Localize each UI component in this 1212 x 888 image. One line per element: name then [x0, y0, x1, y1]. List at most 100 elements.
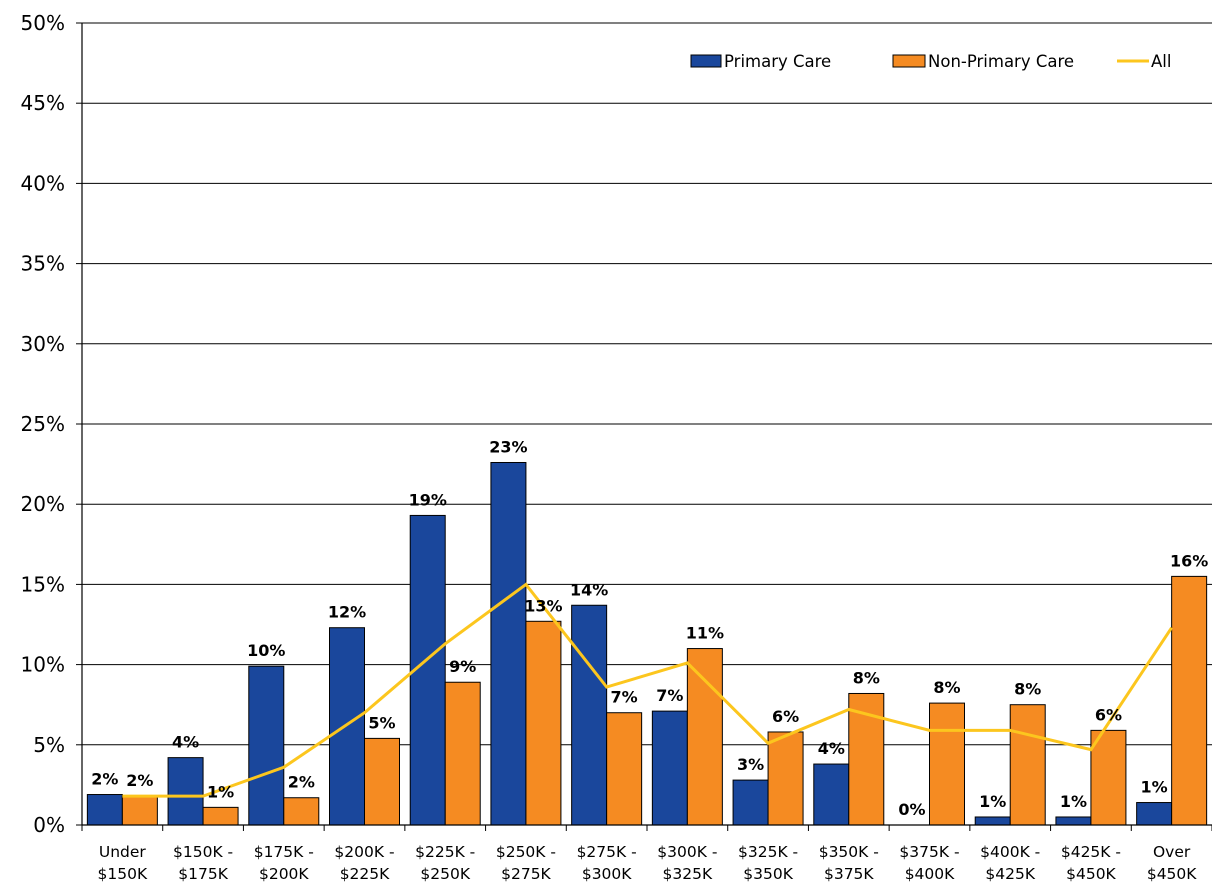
- bar-primary-care: [974, 816, 1011, 826]
- x-category-label: $150K -: [173, 843, 233, 861]
- bar-primary-care: [167, 757, 204, 826]
- data-label-non-primary-care: 16%: [1170, 551, 1208, 570]
- data-label-primary-care: 1%: [979, 792, 1006, 811]
- x-category-label: $325K -: [738, 843, 798, 861]
- data-label-primary-care: 14%: [570, 580, 608, 599]
- axes: [76, 22, 1212, 831]
- bar-primary-care: [813, 763, 850, 826]
- x-category-label: $300K -: [657, 843, 717, 861]
- x-category-label: $375K: [824, 865, 874, 883]
- data-label-primary-care: 3%: [737, 755, 764, 774]
- x-axis-tick-labels: Under $150K $150K - $175K $175K - $200K $200K …: [98, 843, 1198, 883]
- x-category-label: $300K: [582, 865, 632, 883]
- x-category-label: $350K: [743, 865, 793, 883]
- x-category-label: $250K -: [496, 843, 556, 861]
- y-tick-label: 20%: [21, 492, 65, 516]
- x-category-label: $450K: [1066, 865, 1116, 883]
- x-category-label: $275K -: [577, 843, 637, 861]
- data-label-non-primary-care: 7%: [611, 688, 638, 707]
- data-label-non-primary-care: 5%: [368, 713, 395, 732]
- y-tick-label: 0%: [33, 813, 65, 837]
- bar-non-primary-care: [1171, 575, 1208, 826]
- bar-non-primary-care: [686, 648, 723, 826]
- x-category-label: $225K -: [415, 843, 475, 861]
- legend: Primary Care Non-Primary Care All: [690, 52, 1171, 71]
- data-label-primary-care: 0%: [898, 800, 925, 819]
- bar-non-primary-care: [1090, 729, 1127, 826]
- x-category-label: $425K: [985, 865, 1035, 883]
- data-label-non-primary-care: 8%: [1014, 680, 1041, 699]
- line-all: [122, 582, 1173, 798]
- y-tick-label: 45%: [21, 91, 65, 115]
- x-category-label: Under: [99, 843, 147, 861]
- bar-non-primary-care: [767, 731, 804, 826]
- x-category-label: $425K -: [1061, 843, 1121, 861]
- data-label-primary-care: 1%: [1060, 792, 1087, 811]
- bar-primary-care: [1136, 802, 1173, 826]
- x-category-label: $350K -: [819, 843, 879, 861]
- data-label-primary-care: 2%: [91, 770, 118, 789]
- x-category-label: $200K: [259, 865, 309, 883]
- data-label-non-primary-care: 13%: [524, 596, 562, 615]
- data-label-non-primary-care: 2%: [288, 773, 315, 792]
- data-label-primary-care: 19%: [409, 490, 447, 509]
- data-label-primary-care: 7%: [656, 686, 683, 705]
- y-tick-label: 50%: [21, 11, 65, 35]
- data-label-non-primary-care: 6%: [772, 707, 799, 726]
- x-category-label: $450K: [1147, 865, 1197, 883]
- x-category-label: $225K: [340, 865, 390, 883]
- data-labels: 2% 2% 4% 1% 10% 2% 12% 5% 19% 9% 23% 13% 14% 7% 7% 11% 3…: [91, 437, 1208, 819]
- legend-label-all: All: [1151, 52, 1171, 71]
- data-label-non-primary-care: 2%: [126, 771, 153, 790]
- data-label-non-primary-care: 6%: [1095, 705, 1122, 724]
- legend-swatch-non-primary-care: [892, 54, 926, 68]
- y-axis-tick-labels: 0% 5% 10% 15% 20% 25% 30% 35% 40% 45% 50%: [21, 11, 65, 837]
- x-category-label: $200K -: [334, 843, 394, 861]
- bar-primary-care: [571, 604, 608, 826]
- data-label-non-primary-care: 8%: [933, 678, 960, 697]
- legend-label-non-primary-care: Non-Primary Care: [928, 52, 1074, 71]
- bar-non-primary-care: [444, 681, 481, 826]
- data-label-primary-care: 4%: [818, 739, 845, 758]
- x-category-label: $250K: [420, 865, 470, 883]
- y-tick-label: 10%: [21, 653, 65, 677]
- bar-non-primary-care: [283, 797, 320, 826]
- data-label-primary-care: 4%: [172, 733, 199, 752]
- legend-swatch-primary-care: [690, 54, 722, 68]
- data-label-non-primary-care: 8%: [853, 668, 880, 687]
- legend-label-primary-care: Primary Care: [724, 52, 831, 71]
- bar-non-primary-care: [202, 806, 239, 826]
- x-category-label: $275K: [501, 865, 551, 883]
- y-tick-label: 5%: [33, 733, 65, 757]
- bar-primary-care: [248, 665, 285, 826]
- x-category-label: $175K -: [254, 843, 314, 861]
- data-label-non-primary-care: 9%: [449, 657, 476, 676]
- y-tick-label: 25%: [21, 412, 65, 436]
- bar-non-primary-care: [929, 702, 965, 826]
- y-tick-label: 35%: [21, 252, 65, 276]
- x-category-label: $150K: [98, 865, 148, 883]
- bar-primary-care: [490, 461, 527, 826]
- x-category-label: Over: [1153, 843, 1191, 861]
- bar-non-primary-care: [364, 737, 400, 826]
- data-label-non-primary-care: 1%: [207, 782, 234, 801]
- bar-primary-care: [86, 794, 123, 826]
- x-category-label: $375K -: [899, 843, 959, 861]
- data-label-primary-care: 1%: [1141, 778, 1168, 797]
- bar-primary-care: [651, 710, 688, 826]
- x-category-label: $400K -: [980, 843, 1040, 861]
- x-category-label: $175K: [178, 865, 228, 883]
- data-label-non-primary-care: 11%: [686, 624, 724, 643]
- x-category-label: $400K: [905, 865, 955, 883]
- bar-primary-care: [1055, 816, 1092, 826]
- all-line: [122, 582, 1173, 798]
- y-tick-label: 40%: [21, 171, 65, 195]
- data-label-primary-care: 10%: [247, 641, 285, 660]
- x-category-label: $325K: [663, 865, 713, 883]
- y-tick-label: 15%: [21, 572, 65, 596]
- bar-non-primary-care: [121, 795, 158, 826]
- data-label-primary-care: 23%: [489, 437, 527, 456]
- data-label-primary-care: 12%: [328, 603, 366, 622]
